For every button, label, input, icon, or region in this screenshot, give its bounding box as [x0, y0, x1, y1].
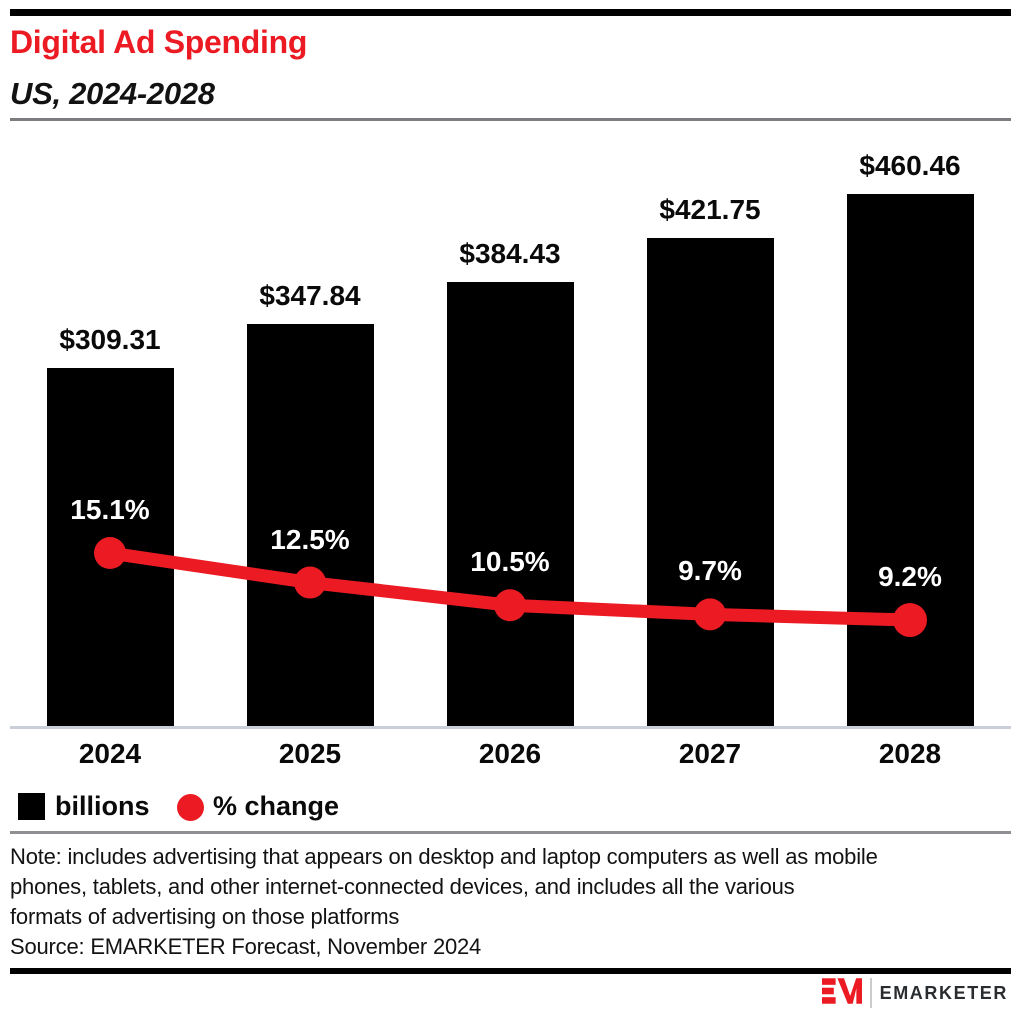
header-divider	[10, 118, 1011, 121]
bar-2028	[846, 193, 974, 726]
bar-2025	[246, 323, 374, 726]
pct-label-2028: 9.2%	[878, 561, 942, 593]
legend-label-pct-change: % change	[213, 791, 340, 821]
pct-change-swatch-icon	[177, 794, 204, 821]
bar-2027	[646, 238, 774, 726]
bar-2024	[46, 368, 174, 726]
em-monogram-icon	[821, 977, 862, 1010]
bar-value-2026: $384.43	[459, 237, 561, 269]
bar-value-2025: $347.84	[259, 279, 361, 311]
bar-value-2028: $460.46	[859, 149, 961, 181]
x-tick-2028: 2028	[878, 738, 942, 769]
pct-label-2027: 9.7%	[678, 555, 742, 587]
page-title: Digital Ad Spending	[10, 24, 308, 60]
note-divider	[10, 831, 1011, 834]
x-tick-2026: 2026	[478, 738, 542, 769]
pct-label-2025: 12.5%	[270, 523, 350, 555]
note-line-2: phones, tablets, and other internet-conn…	[10, 874, 795, 899]
footer-accent-bar	[10, 968, 1011, 974]
note-line-1: Note: includes advertising that appears …	[10, 844, 878, 869]
note-line-3: formats of advertising on those platform…	[10, 904, 400, 929]
emarketer-logo: EMARKETER	[821, 977, 1008, 1010]
top-accent-bar	[10, 9, 1011, 16]
x-tick-2025: 2025	[278, 738, 342, 769]
logo-divider	[869, 978, 872, 1008]
pct-label-2024: 15.1%	[70, 494, 150, 526]
page-subtitle: US, 2024-2028	[10, 76, 215, 111]
note-block: Note: includes advertising that appears …	[10, 842, 1012, 962]
source-text: Source: EMARKETER Forecast, November 202…	[10, 934, 482, 959]
bar-value-2027: $421.75	[659, 194, 761, 226]
pct-label-2026: 10.5%	[470, 546, 550, 578]
x-tick-2024: 2024	[78, 738, 142, 769]
legend-label-billions: billions	[55, 791, 150, 821]
x-axis-line	[10, 726, 1011, 729]
bar-2026	[446, 281, 574, 726]
billions-swatch-icon	[18, 793, 45, 820]
x-tick-2027: 2027	[678, 738, 742, 769]
bar-value-2024: $309.31	[59, 324, 161, 356]
logo-wordmark: EMARKETER	[879, 982, 1008, 1003]
